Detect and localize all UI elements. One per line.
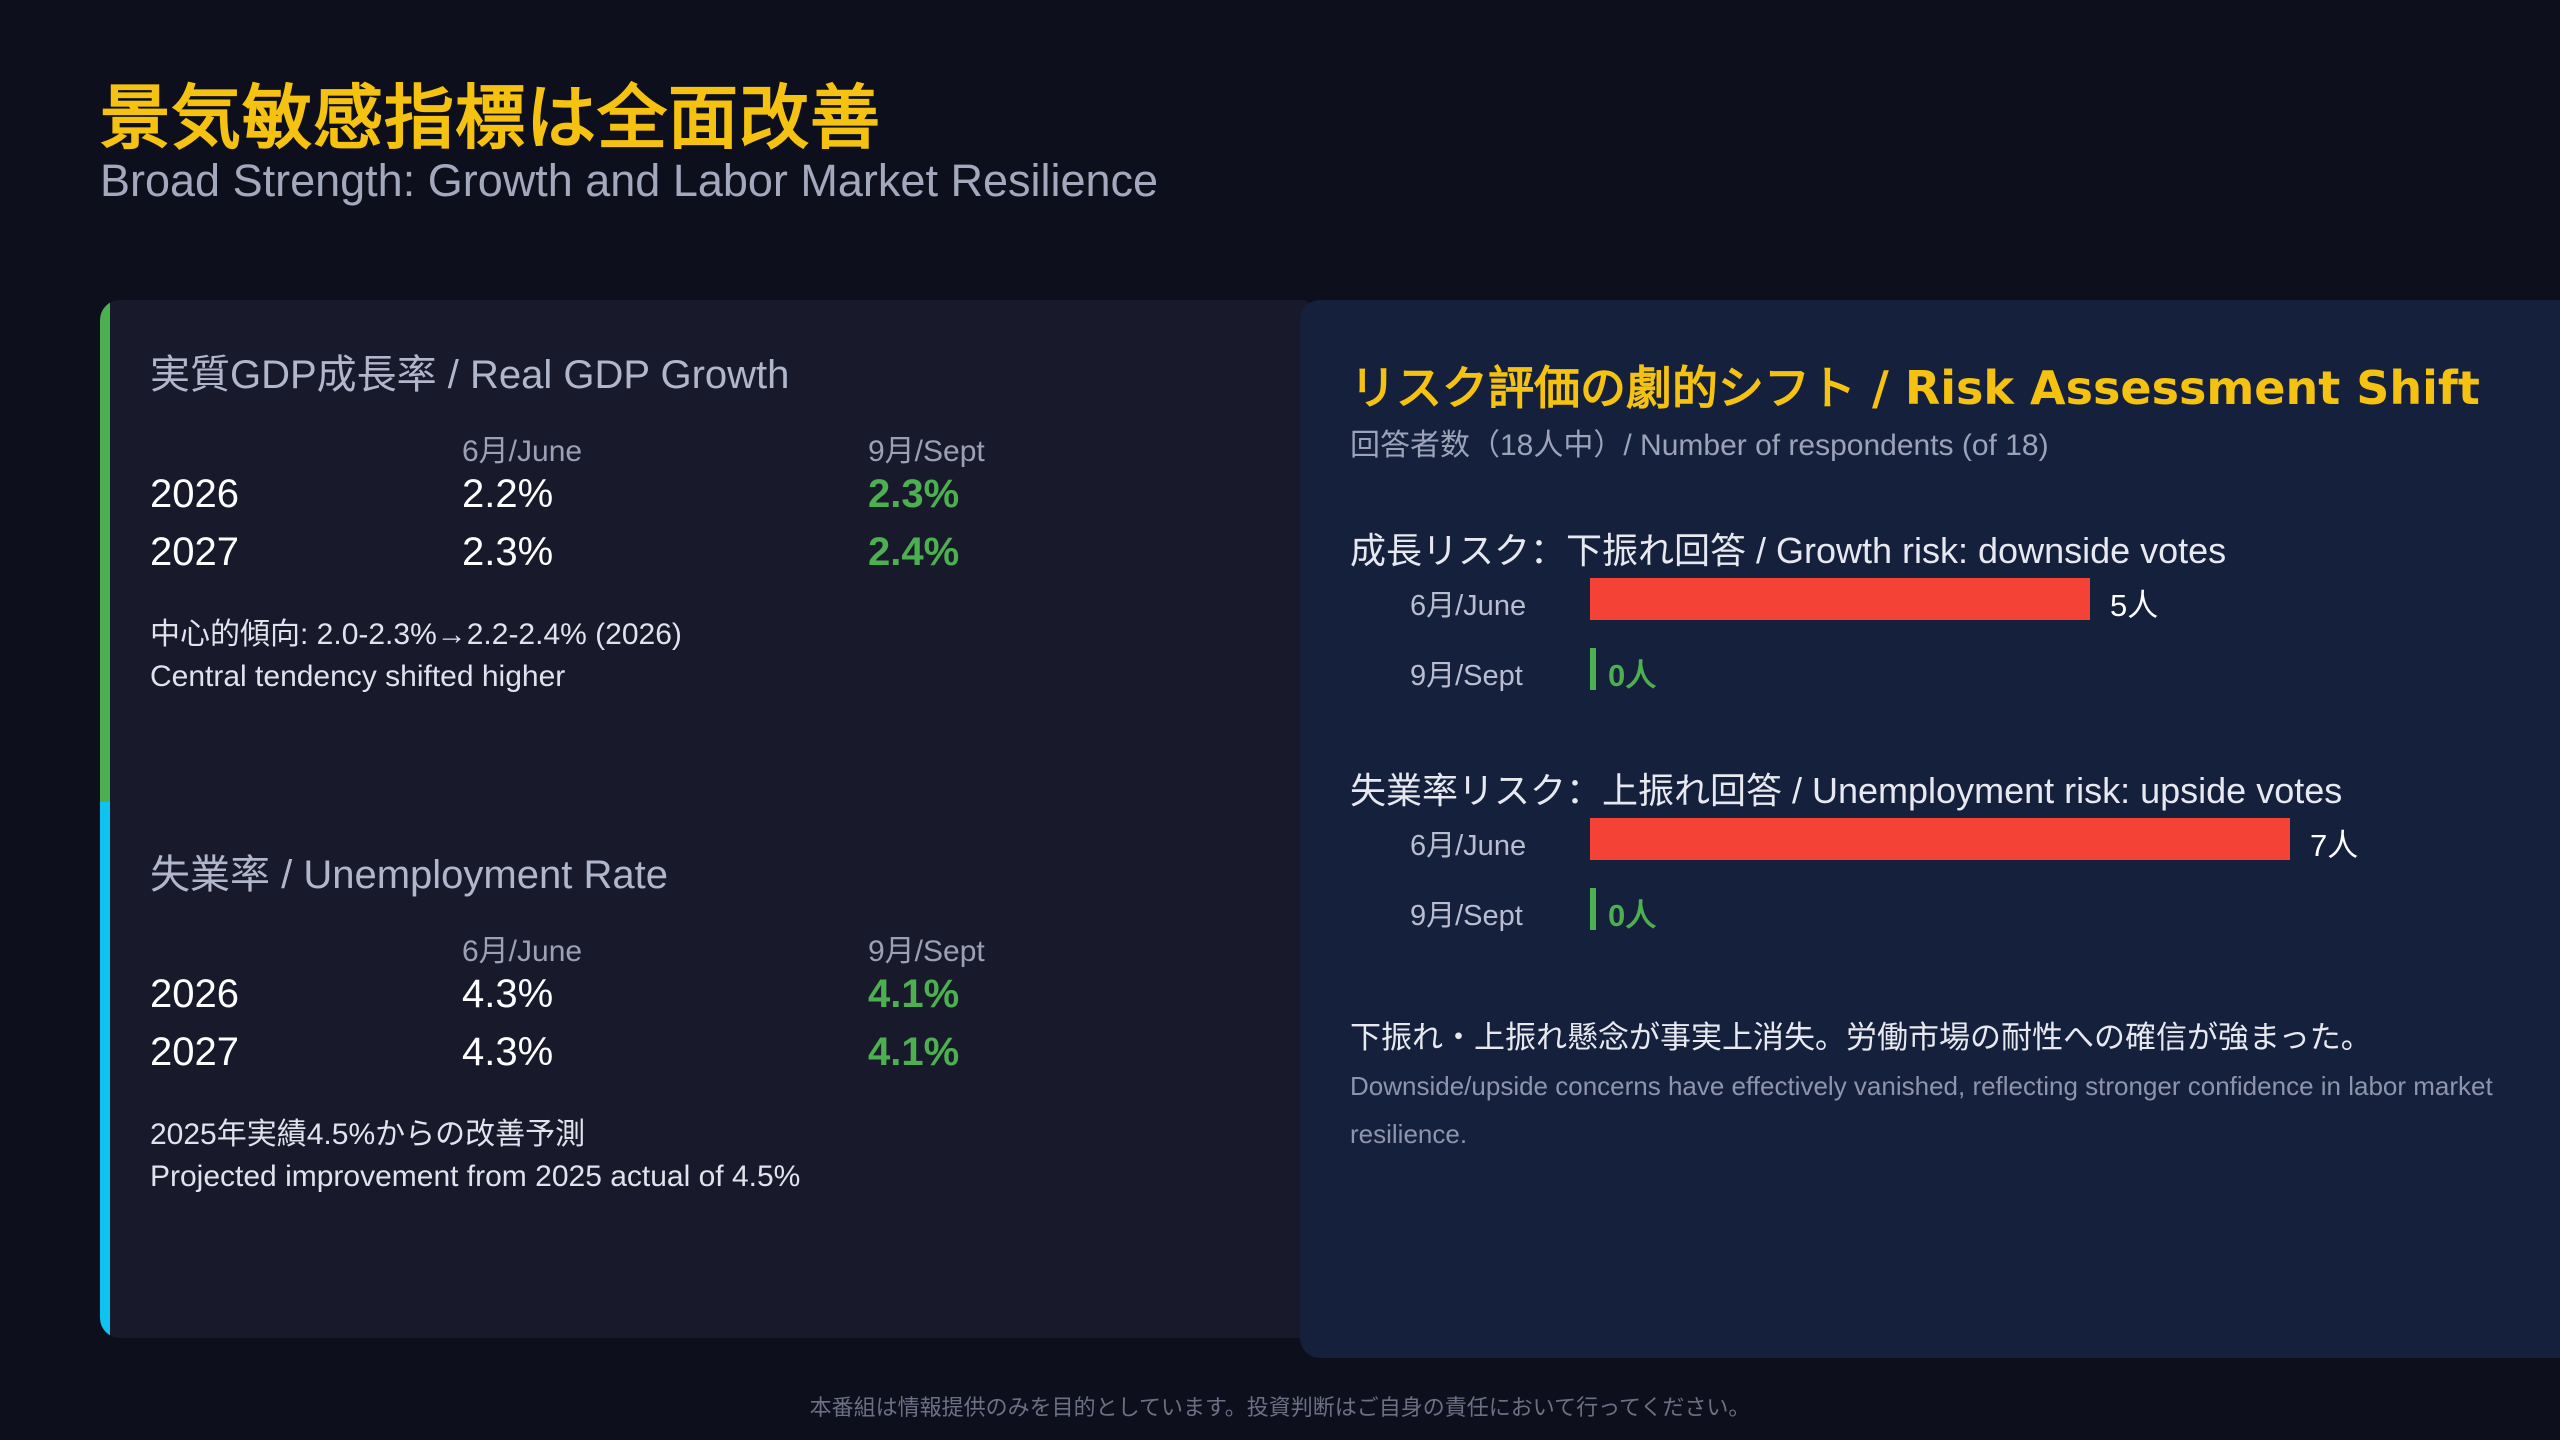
gdp-note-jp: 中心的傾向: 2.0-2.3%→2.2-2.4% (2026) (150, 618, 682, 651)
growth-risk-sept-value: 0人 (1608, 658, 1657, 693)
growth-risk-june-row: 6月/June 5人 (1410, 578, 2510, 623)
unemployment-june-value: 4.3% (462, 1030, 554, 1074)
unemployment-row: 2026 4.3% 4.1% (150, 972, 1290, 1030)
risk-subtitle: 回答者数（18人中）/ Number of respondents (of 18… (1350, 429, 2049, 462)
gdp-year: 2027 (150, 530, 239, 574)
growth-risk-sept-row: 9月/Sept 0人 (1410, 648, 2510, 693)
gdp-row: 2027 2.3% 2.4% (150, 530, 1290, 588)
unemployment-june-value: 4.3% (462, 972, 554, 1016)
gdp-note: 中心的傾向: 2.0-2.3%→2.2-2.4% (2026) Central … (150, 614, 682, 698)
growth-risk-june-value: 5人 (2110, 588, 2159, 623)
risk-conclusion-jp: 下振れ・上振れ懸念が事実上消失。労働市場の耐性への確信が強まった。 (1350, 1020, 2372, 1055)
unemployment-col-sept: 9月/Sept (868, 935, 985, 968)
unemployment-risk-label: 失業率リスク：上振れ回答 / Unemployment risk: upside… (1350, 770, 2343, 811)
gdp-june-value: 2.2% (462, 472, 554, 516)
unemployment-risk-sept-row: 9月/Sept 0人 (1410, 888, 2510, 933)
risk-conclusion-en: Downside/upside concerns have effectivel… (1350, 1071, 2493, 1149)
gdp-note-en: Central tendency shifted higher (150, 660, 566, 693)
growth-risk-label: 成長リスク：下振れ回答 / Growth risk: downside vote… (1350, 530, 2227, 571)
unemployment-row: 2027 4.3% 4.1% (150, 1030, 1290, 1088)
growth-risk-sept-bar (1590, 648, 1596, 690)
gdp-col-sept: 9月/Sept (868, 435, 985, 468)
bar-category-label: 9月/Sept (1410, 900, 1523, 932)
unemployment-note-jp: 2025年実績4.5%からの改善予測 (150, 1118, 586, 1151)
unemployment-note: 2025年実績4.5%からの改善予測 Projected improvement… (150, 1114, 800, 1198)
unemployment-title: 失業率 / Unemployment Rate (150, 853, 668, 897)
gdp-section: 実質GDP成長率 / Real GDP Growth 6月/June 9月/Se… (150, 342, 1290, 782)
risk-title: リスク評価の劇的シフト / Risk Assessment Shift (1350, 361, 2480, 415)
unemployment-risk-sept-bar (1590, 888, 1596, 930)
unemployment-sept-value: 4.1% (868, 972, 960, 1016)
unemployment-section: 失業率 / Unemployment Rate 6月/June 9月/Sept … (150, 842, 1290, 1282)
gdp-col-june: 6月/June (462, 435, 583, 468)
page-subtitle: Broad Strength: Growth and Labor Market … (100, 155, 1159, 206)
growth-risk-june-bar (1590, 578, 2090, 620)
disclaimer-footer: 本番組は情報提供のみを目的としています。投資判断はご自身の責任において行ってくだ… (809, 1395, 1751, 1420)
gdp-sept-value: 2.4% (868, 530, 960, 574)
unemployment-risk-june-row: 6月/June 7人 (1410, 818, 2510, 863)
risk-panel: リスク評価の劇的シフト / Risk Assessment Shift 回答者数… (1300, 300, 2560, 1358)
unemployment-year: 2027 (150, 1030, 239, 1074)
unemployment-risk-june-value: 7人 (2310, 828, 2359, 863)
unemployment-risk-sept-value: 0人 (1608, 898, 1657, 933)
unemployment-sept-value: 4.1% (868, 1030, 960, 1074)
unemployment-risk-june-bar (1590, 818, 2290, 860)
unemployment-col-june: 6月/June (462, 935, 583, 968)
gdp-year: 2026 (150, 472, 239, 516)
page-title: 景気敏感指標は全面改善 (100, 77, 881, 159)
unemployment-accent-stripe (100, 802, 110, 1338)
indicators-panel: 実質GDP成長率 / Real GDP Growth 6月/June 9月/Se… (100, 300, 1310, 1338)
unemployment-note-en: Projected improvement from 2025 actual o… (150, 1160, 801, 1193)
bar-category-label: 9月/Sept (1410, 660, 1523, 692)
gdp-june-value: 2.3% (462, 530, 554, 574)
unemployment-year: 2026 (150, 972, 239, 1016)
bar-category-label: 6月/June (1410, 590, 1527, 622)
gdp-title: 実質GDP成長率 / Real GDP Growth (150, 353, 790, 397)
gdp-sept-value: 2.3% (868, 472, 960, 516)
gdp-accent-stripe (100, 300, 110, 802)
bar-category-label: 6月/June (1410, 830, 1527, 862)
gdp-row: 2026 2.2% 2.3% (150, 472, 1290, 530)
